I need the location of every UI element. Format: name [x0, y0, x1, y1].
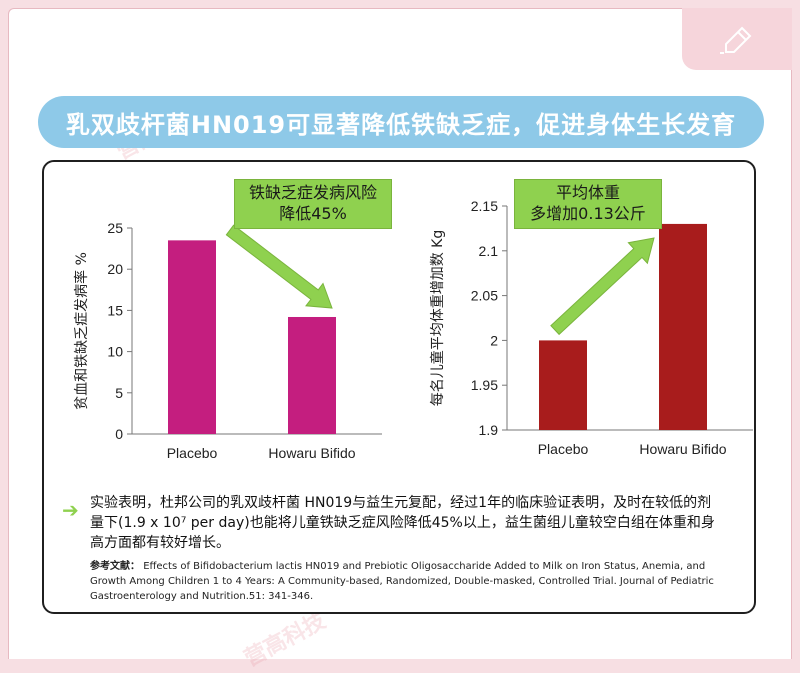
y-tick-label: 2: [490, 332, 498, 348]
bar-placebo: [168, 240, 216, 434]
page-title-banner: 乳双歧杆菌HN019可显著降低铁缺乏症，促进身体生长发育: [38, 96, 764, 148]
x-tick-label: Howaru Bifido: [268, 445, 355, 461]
chart2-callout-line1: 平均体重: [555, 183, 620, 202]
y-axis-label: 贫血和铁缺乏症发病率 %: [73, 252, 90, 410]
y-tick-label: 15: [107, 302, 123, 318]
y-tick-label: 10: [107, 344, 123, 360]
arrow-right-icon: ➔: [62, 498, 79, 522]
bar-howaru-bifido: [659, 223, 707, 430]
chart1-callout: 铁缺乏症发病风险 降低45%: [234, 179, 392, 229]
y-tick-label: 25: [107, 220, 123, 236]
y-tick-label: 2.1: [479, 243, 499, 259]
chart1-callout-line1: 铁缺乏症发病风险: [248, 183, 377, 202]
chart1-callout-line2: 降低45%: [279, 204, 347, 223]
description-text: 实验表明，杜邦公司的乳双歧杆菌 HN019与益生元复配，经过1年的临床验证表明，…: [90, 495, 715, 551]
corner-tab[interactable]: [682, 8, 792, 70]
x-tick-label: Placebo: [167, 445, 218, 461]
bar-howaru-bifido: [288, 316, 336, 434]
y-axis-label: 每名儿童平均体重增加数 Kg: [429, 230, 446, 407]
y-tick-label: 20: [107, 261, 123, 277]
reference-text: Effects of Bifidobacterium lactis HN019 …: [90, 561, 714, 602]
x-tick-label: Howaru Bifido: [639, 441, 726, 457]
charts-area: 0 5 10 15 20 25 Placebo Howaru Bifido 贫血和铁缺乏症发病率…: [73, 198, 753, 461]
y-tick-label: 2.05: [471, 288, 498, 304]
content-panel: 0 5 10 15 20 25 Placebo Howaru Bifido 贫血和铁缺乏症发病率…: [42, 160, 756, 614]
chart2-callout: 平均体重 多增加0.13公斤: [514, 179, 662, 229]
pen-icon: [720, 26, 752, 54]
trend-arrow: [225, 224, 333, 309]
reference: 参考文献： Effects of Bifidobacterium lactis …: [90, 559, 730, 604]
chart2-callout-line2: 多增加0.13公斤: [530, 204, 646, 223]
y-tick-label: 1.9: [479, 422, 499, 438]
y-tick-label: 2.15: [471, 198, 498, 214]
reference-label: 参考文献：: [90, 561, 140, 572]
x-tick-label: Placebo: [538, 441, 589, 457]
y-tick-label: 0: [115, 426, 123, 442]
y-tick-label: 1.95: [471, 377, 498, 393]
bar-placebo: [539, 340, 587, 430]
y-tick-label: 5: [115, 385, 123, 401]
trend-arrow: [550, 237, 655, 336]
